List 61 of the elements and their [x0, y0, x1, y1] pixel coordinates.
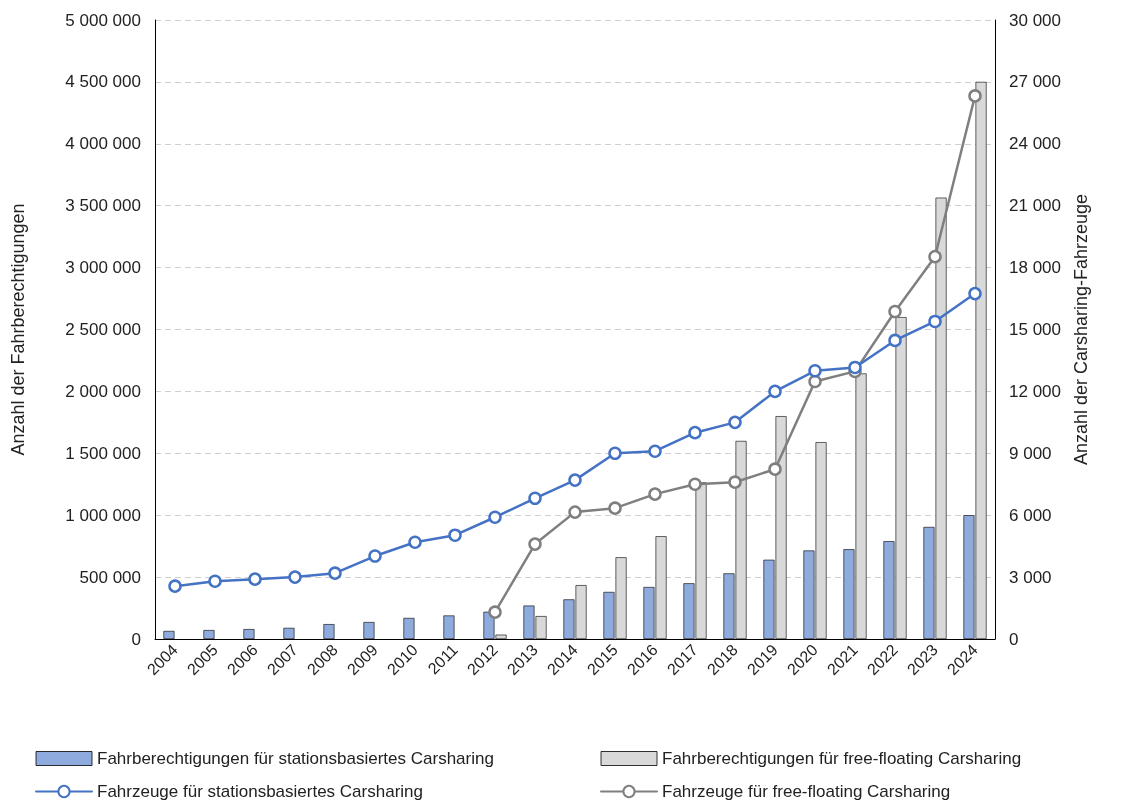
point — [648, 487, 662, 501]
point — [248, 572, 262, 586]
point — [448, 528, 462, 542]
y-tick-label: 2 000 000 — [65, 381, 141, 401]
y2-axis-title: Anzahl der Carsharing-Fahrzeuge — [1070, 193, 1091, 466]
point — [928, 249, 942, 264]
point — [488, 605, 502, 619]
y-tick-label: 1 500 000 — [65, 443, 141, 463]
y2-tick-label: 24 000 — [1009, 134, 1061, 154]
point — [168, 579, 182, 593]
y-tick-label: 2 500 000 — [65, 320, 141, 339]
point — [808, 374, 822, 389]
y-tick-label: 3 000 000 — [65, 258, 141, 278]
point — [928, 314, 942, 329]
point — [728, 475, 742, 489]
y2-tick-label: 12 000 — [1009, 381, 1061, 401]
point — [808, 364, 822, 378]
y-tick-label: 500 000 — [79, 567, 141, 587]
legend-label: Fahrberechtigungen für free-floating Carsharing — [662, 749, 1022, 768]
point — [368, 549, 382, 563]
point — [608, 501, 622, 515]
y2-tick-label: 15 000 — [1009, 320, 1061, 339]
y2-tick-label: 30 000 — [1009, 10, 1061, 30]
point — [848, 360, 862, 375]
y2-tick-label: 18 000 — [1009, 258, 1061, 278]
point — [608, 446, 622, 461]
legend-label: Fahrzeuge für stationsbasiertes Carsharing — [97, 782, 423, 801]
point — [768, 384, 782, 399]
y2-tick-label: 3 000 — [1009, 567, 1052, 587]
y2-tick-label: 9 000 — [1009, 443, 1052, 463]
point — [728, 415, 742, 430]
point — [968, 286, 982, 301]
point — [568, 505, 582, 519]
y2-tick-label: 27 000 — [1009, 72, 1061, 92]
point — [328, 566, 342, 580]
point — [648, 444, 662, 458]
legend-label: Fahrberechtigungen für stationsbasiertes Carsharing — [97, 749, 494, 768]
y2-tick-label: 21 000 — [1009, 196, 1061, 216]
point — [968, 89, 982, 103]
y-tick-label: 5 000 000 — [65, 10, 141, 30]
y-tick-label: 4 000 000 — [65, 134, 141, 154]
point — [888, 333, 902, 348]
legend-label: Fahrzeuge für free-floating Carsharing — [662, 782, 951, 801]
y2-tick-label: 6 000 — [1009, 505, 1052, 525]
point — [688, 425, 702, 440]
point — [568, 473, 582, 487]
point — [488, 510, 502, 525]
point — [768, 462, 782, 476]
y-axis-title: Anzahl der Fahrberechtigungen — [8, 203, 28, 456]
y-tick-label: 3 500 000 — [65, 196, 141, 216]
point — [528, 537, 542, 551]
y-tick-label: 1 000 000 — [65, 505, 141, 525]
y-tick-label: 0 — [131, 629, 141, 649]
y-tick-label: 4 500 000 — [65, 72, 141, 92]
y2-tick-label: 0 — [1009, 629, 1019, 649]
point — [688, 477, 702, 491]
point — [528, 491, 542, 506]
point — [888, 304, 902, 319]
point — [408, 535, 422, 549]
point — [208, 574, 222, 588]
point — [288, 570, 302, 584]
